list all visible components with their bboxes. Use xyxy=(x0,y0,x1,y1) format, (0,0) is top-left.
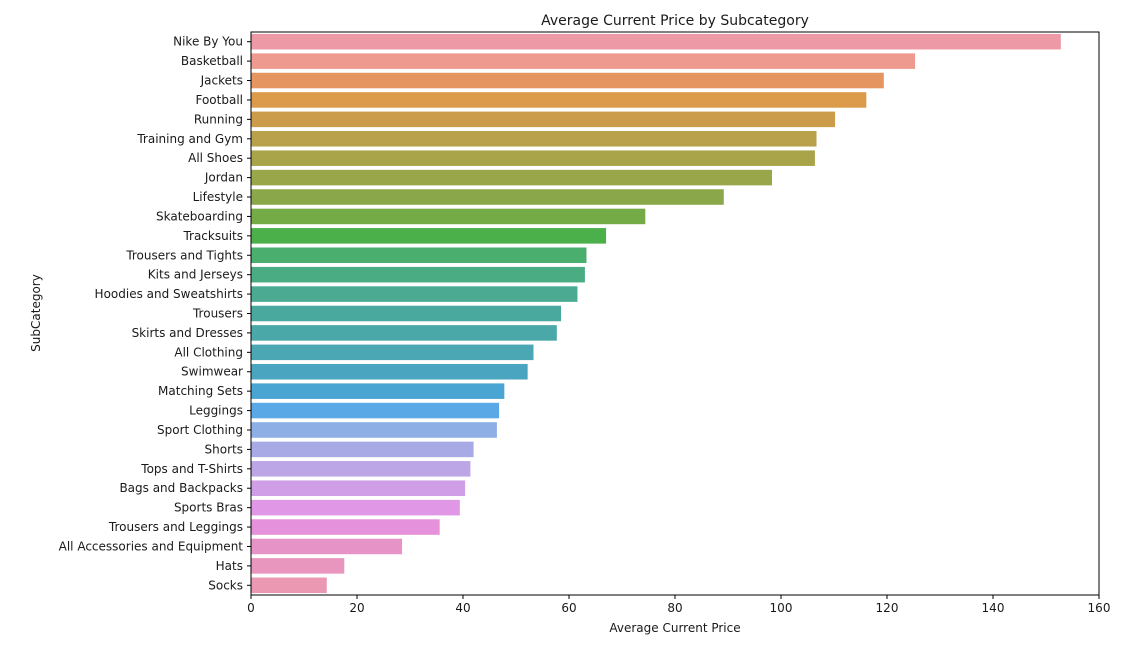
bar xyxy=(251,325,557,341)
bar xyxy=(251,53,916,69)
y-tick-label: Football xyxy=(195,93,243,107)
x-tick-label: 80 xyxy=(667,601,682,615)
bar xyxy=(251,92,867,108)
y-tick-label: Socks xyxy=(208,578,243,592)
x-tick-label: 0 xyxy=(247,601,255,615)
y-axis-label: SubCategory xyxy=(29,274,43,352)
bar xyxy=(251,441,474,458)
y-tick-label: Jackets xyxy=(200,74,243,88)
bar xyxy=(251,422,497,438)
x-tick-label: 40 xyxy=(455,601,470,615)
y-tick-label: Leggings xyxy=(189,404,243,418)
y-tick-label: All Clothing xyxy=(174,345,243,359)
y-tick-label: Hoodies and Sweatshirts xyxy=(95,287,243,301)
y-tick-label: Swimwear xyxy=(181,365,243,379)
x-tick-label: 140 xyxy=(982,601,1005,615)
y-tick-label: Skirts and Dresses xyxy=(132,326,243,340)
bar xyxy=(251,519,440,535)
bar xyxy=(251,247,587,264)
bar xyxy=(251,577,327,594)
y-tick-label: Sports Bras xyxy=(174,501,243,515)
bar xyxy=(251,558,345,574)
x-tick-label: 20 xyxy=(349,601,364,615)
y-tick-label: Trousers and Tights xyxy=(125,248,243,262)
y-tick-label: Jordan xyxy=(204,171,243,185)
bar xyxy=(251,33,1061,50)
bar xyxy=(251,461,471,477)
plot-frame xyxy=(250,31,1100,596)
y-tick-label: Skateboarding xyxy=(156,209,243,223)
bar xyxy=(251,189,724,205)
x-tick-label: 160 xyxy=(1088,601,1111,615)
bar xyxy=(251,538,403,555)
bar xyxy=(251,208,646,225)
y-tick-label: Hats xyxy=(216,559,243,573)
y-tick-label: Bags and Backpacks xyxy=(119,481,243,495)
y-tick-label: Tops and T-Shirts xyxy=(140,462,243,476)
y-tick-label: Trousers xyxy=(192,307,243,321)
bars-group xyxy=(251,33,1061,594)
y-tick-label: All Shoes xyxy=(188,151,243,165)
bar xyxy=(251,344,534,361)
x-tick-label: 120 xyxy=(876,601,899,615)
bar xyxy=(251,480,466,496)
bar xyxy=(251,266,585,283)
bar xyxy=(251,286,578,302)
y-tick-label: Shorts xyxy=(205,442,243,456)
y-tick-label: Sport Clothing xyxy=(157,423,243,437)
bar xyxy=(251,131,817,147)
bar xyxy=(251,305,562,322)
bar xyxy=(251,169,772,186)
x-axis-label: Average Current Price xyxy=(609,621,740,635)
bar xyxy=(251,111,836,128)
y-tick-label: Kits and Jerseys xyxy=(148,268,243,282)
bar xyxy=(251,150,815,166)
y-tick-label: Running xyxy=(194,112,243,126)
y-tick-label: Trousers and Leggings xyxy=(108,520,243,534)
bar xyxy=(251,72,884,89)
y-tick-label: Tracksuits xyxy=(182,229,243,243)
chart-title: Average Current Price by Subcategory xyxy=(541,13,809,29)
y-tick-label: Matching Sets xyxy=(158,384,243,398)
y-tick-label: Training and Gym xyxy=(136,132,243,146)
bar xyxy=(251,402,500,419)
y-tick-labels: Nike By You Basketball Jackets Football Runn… xyxy=(59,35,251,592)
bar xyxy=(251,363,528,380)
x-tick-label: 60 xyxy=(561,601,576,615)
y-tick-label: All Accessories and Equipment xyxy=(59,539,244,553)
y-tick-label: Lifestyle xyxy=(193,190,243,204)
x-tick-label: 100 xyxy=(770,601,793,615)
y-tick-label: Basketball xyxy=(181,54,243,68)
bar xyxy=(251,499,460,516)
y-tick-label: Nike By You xyxy=(173,35,243,49)
bar xyxy=(251,383,505,399)
x-axis: 0 20 40 60 80 100 120 140 160 xyxy=(247,595,1110,615)
bar xyxy=(251,228,607,244)
